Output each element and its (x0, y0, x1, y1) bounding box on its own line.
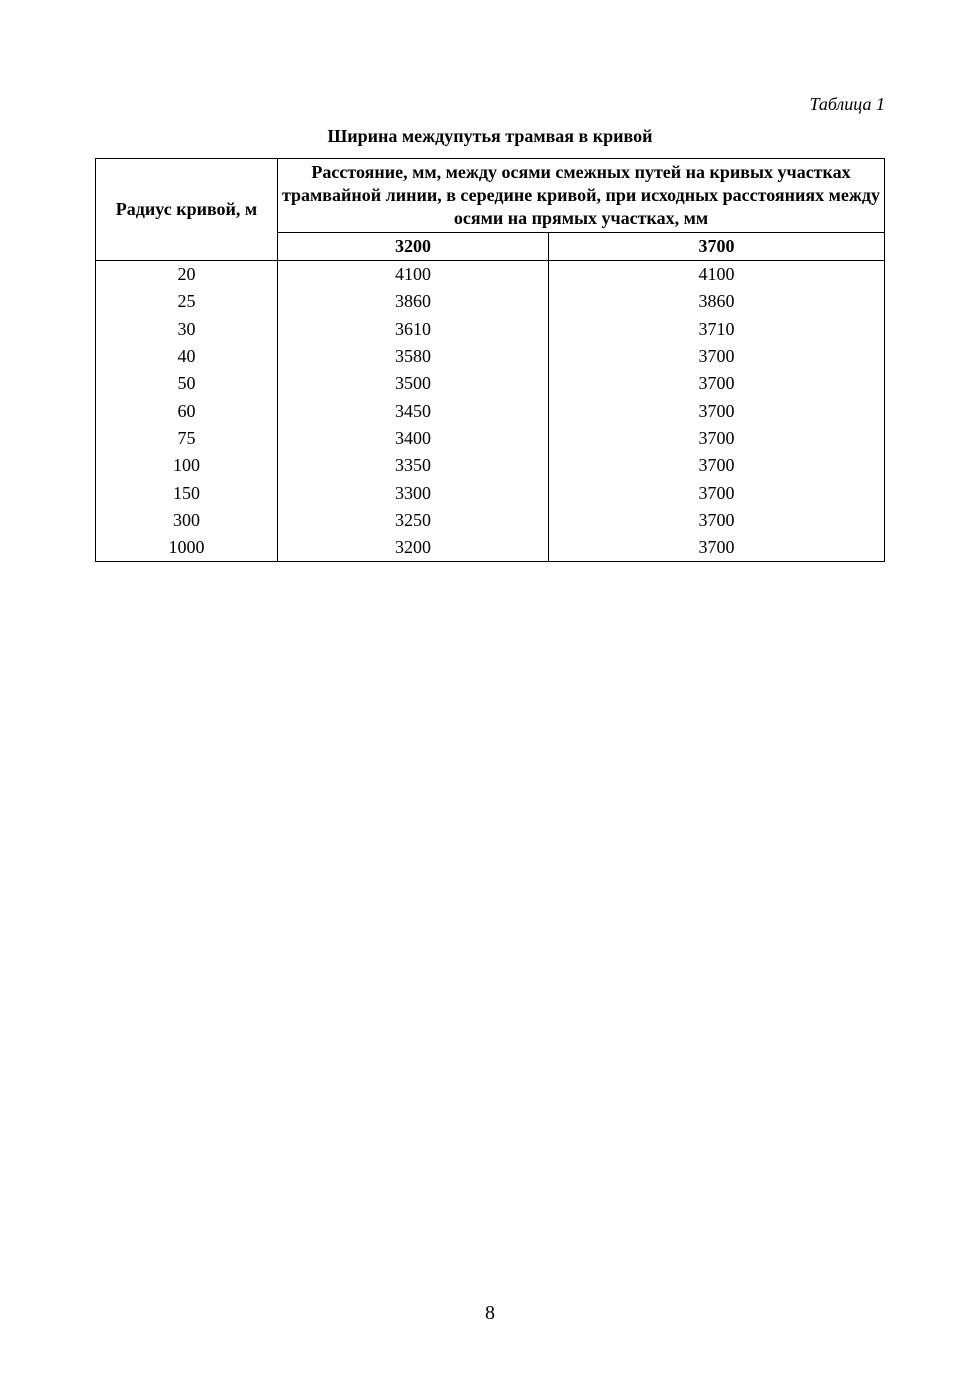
table-row: 300 3250 3700 (95, 506, 885, 534)
cell-3700: 3700 (548, 397, 885, 425)
cell-radius: 100 (95, 452, 278, 480)
cell-3700: 3700 (548, 533, 885, 563)
cell-3200: 3400 (277, 424, 549, 453)
table-row: 50 3500 3700 (95, 370, 885, 398)
cell-radius: 30 (95, 315, 278, 343)
cell-3700: 3860 (548, 288, 885, 316)
cell-radius: 300 (95, 506, 278, 534)
cell-3200: 3580 (277, 342, 549, 371)
table-row: 100 3350 3700 (95, 452, 885, 480)
cell-3700: 3700 (548, 506, 885, 534)
table-row: 25 3860 3860 (95, 288, 885, 316)
table-title: Ширина междупутья трамвая в кривой (327, 126, 653, 146)
sub-header-3200: 3200 (277, 232, 549, 261)
cell-3200: 3500 (277, 370, 549, 398)
table-row: 150 3300 3700 (95, 479, 885, 507)
cell-radius: 25 (95, 288, 278, 316)
cell-3700: 3700 (548, 342, 885, 371)
table-row: 20 4100 4100 (95, 260, 885, 289)
cell-3700: 3700 (548, 370, 885, 398)
cell-3200: 3860 (277, 288, 549, 316)
table-row: 1000 3200 3700 (95, 533, 885, 563)
header-distance: Расстояние, мм, между осями смежных путе… (277, 158, 885, 233)
table-body: 20 4100 4100 25 3860 3860 30 3610 3710 40 3580 3700… (95, 260, 885, 563)
table-row: 60 3450 3700 (95, 397, 885, 425)
cell-3700: 3710 (548, 315, 885, 343)
cell-3200: 3610 (277, 315, 549, 343)
table-caption: Таблица 1 (809, 94, 885, 114)
table-row: 30 3610 3710 (95, 315, 885, 343)
cell-radius: 40 (95, 342, 278, 371)
cell-radius: 50 (95, 370, 278, 398)
cell-3200: 4100 (277, 260, 549, 289)
cell-3200: 3200 (277, 533, 549, 563)
cell-radius: 150 (95, 479, 278, 507)
cell-3700: 3700 (548, 424, 885, 453)
cell-radius: 1000 (95, 533, 278, 563)
table-row: 75 3400 3700 (95, 424, 885, 453)
cell-3200: 3350 (277, 452, 549, 480)
curve-spacing-table: Радиус кривой, м Расстояние, мм, между о… (95, 158, 885, 563)
table-row: 40 3580 3700 (95, 342, 885, 371)
cell-3700: 3700 (548, 479, 885, 507)
page-number: 8 (485, 1302, 495, 1324)
cell-3200: 3250 (277, 506, 549, 534)
cell-3200: 3300 (277, 479, 549, 507)
cell-3700: 4100 (548, 260, 885, 289)
cell-radius: 60 (95, 397, 278, 425)
sub-header-3700: 3700 (548, 232, 885, 261)
header-radius: Радиус кривой, м (95, 158, 278, 261)
cell-radius: 20 (95, 260, 278, 289)
cell-3200: 3450 (277, 397, 549, 425)
cell-radius: 75 (95, 424, 278, 453)
cell-3700: 3700 (548, 452, 885, 480)
